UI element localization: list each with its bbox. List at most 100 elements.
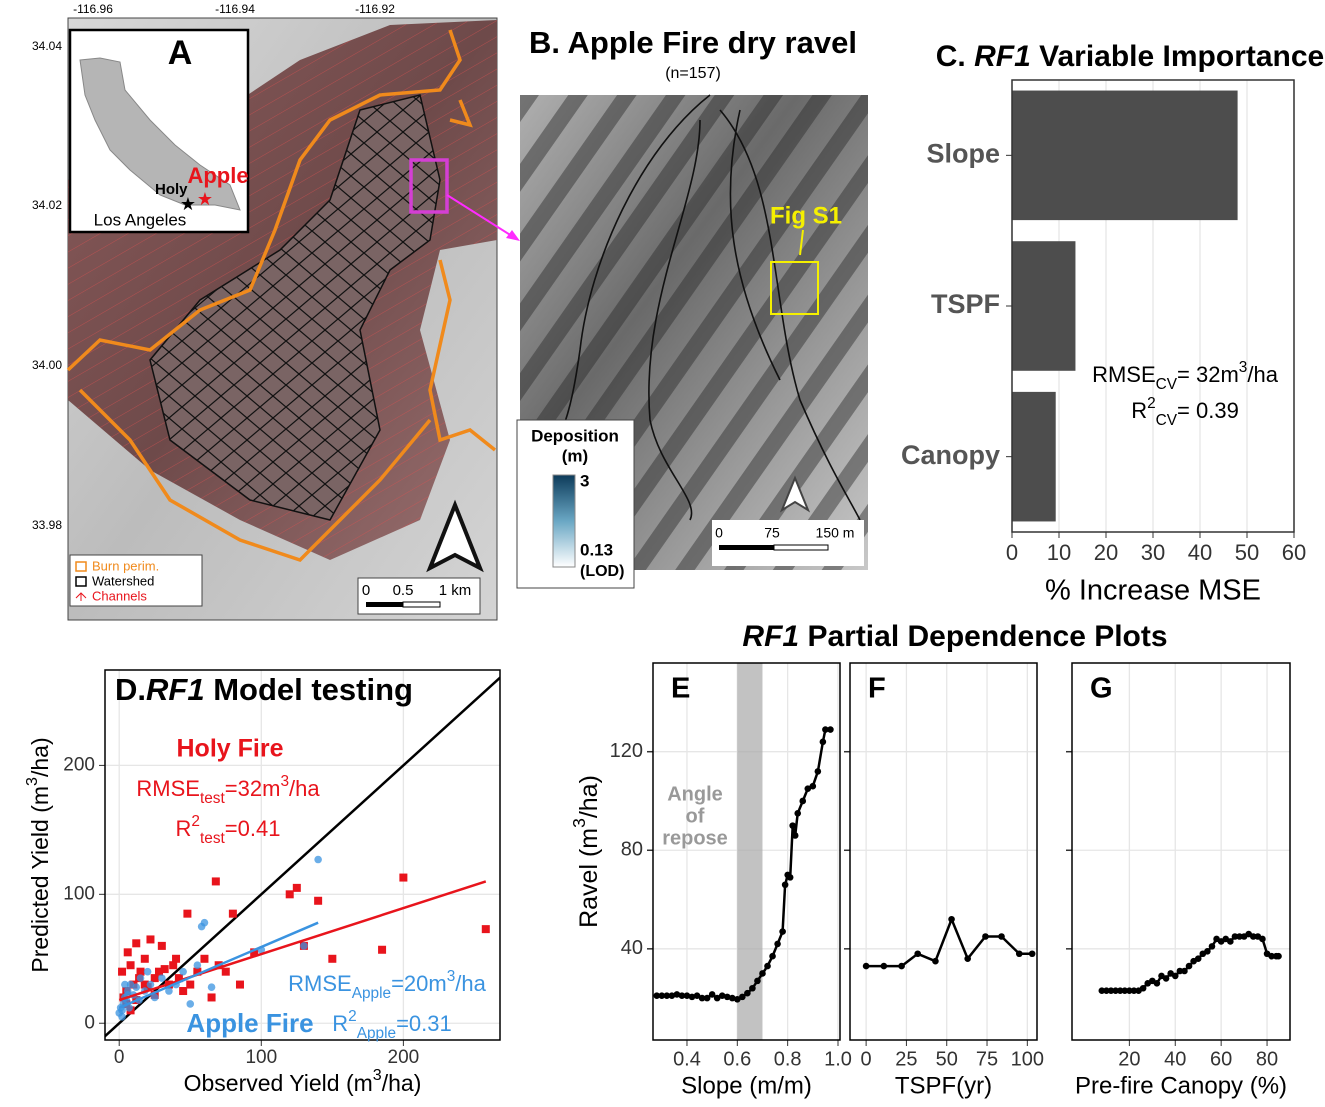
- point: [1016, 950, 1023, 957]
- point: [328, 955, 336, 963]
- x-tick-label: 30: [1141, 540, 1165, 565]
- point: [1029, 950, 1036, 957]
- plot-border: [850, 663, 1037, 1040]
- x-tick-label: 20: [1118, 1048, 1140, 1070]
- x-tick-label: 50: [936, 1048, 958, 1070]
- point: [378, 946, 386, 954]
- point: [744, 990, 751, 997]
- point: [1227, 938, 1234, 945]
- x-tick-label: 60: [1210, 1048, 1232, 1070]
- point: [158, 974, 166, 982]
- band-label: repose: [662, 827, 728, 849]
- text-part: R: [1131, 398, 1147, 423]
- text-part: CV: [1156, 412, 1178, 429]
- point: [124, 948, 132, 956]
- x-axis-title: Slope (m/m): [681, 1072, 812, 1099]
- color-ramp: [553, 475, 575, 567]
- line: [1102, 934, 1279, 991]
- text-part: Variable Importance: [1031, 40, 1324, 73]
- lon-tick: -116.92: [355, 2, 395, 16]
- map-title: B. Apple Fire dry ravel: [529, 25, 857, 60]
- point: [137, 974, 145, 982]
- point: [121, 981, 129, 989]
- x-tick-label: 40: [1164, 1048, 1186, 1070]
- text-part: 2: [348, 1008, 357, 1025]
- y-tick-label: 200: [63, 754, 95, 775]
- point: [222, 968, 230, 976]
- chart-title: C. RF1 Variable Importance: [936, 40, 1324, 73]
- scale-label: 0.5: [393, 582, 414, 599]
- point: [314, 897, 322, 905]
- plot-border: [1072, 663, 1290, 1040]
- scale-label: 75: [764, 525, 780, 541]
- x-tick-label: 1.0: [824, 1048, 852, 1070]
- panel-label: A: [168, 34, 193, 72]
- text-part: =0.31: [396, 1011, 452, 1036]
- inset-label: Los Angeles: [94, 210, 187, 229]
- map-a: -116.96 -116.94 -116.92 34.04 34.02 34.0…: [32, 2, 520, 620]
- point: [932, 958, 939, 965]
- category-label: Canopy: [901, 440, 1000, 470]
- x-tick-label: 0.6: [723, 1048, 751, 1070]
- text-part: Observed Yield (m: [184, 1070, 373, 1096]
- text-part: RMSE: [1092, 362, 1156, 387]
- scale-bar: [774, 545, 828, 550]
- x-tick-label: 10: [1047, 540, 1071, 565]
- x-tick-label: 100: [1011, 1048, 1044, 1070]
- x-tick-label: 0.8: [774, 1048, 802, 1070]
- map-b: B. Apple Fire dry ravel (n=157) Fig S1 0…: [517, 25, 868, 588]
- callout: Fig S1: [770, 202, 842, 229]
- point: [147, 981, 155, 989]
- text-part: Apple: [352, 985, 391, 1002]
- point: [293, 884, 301, 892]
- legend-title: (m): [562, 446, 588, 465]
- page: {"map_a":{"label":"A","lon_ticks":["-116…: [0, 0, 1325, 1107]
- panel-label: G: [1090, 673, 1113, 705]
- x-tick-label: 0: [1006, 540, 1018, 565]
- point: [799, 798, 806, 805]
- point: [774, 941, 781, 948]
- point: [749, 985, 756, 992]
- lat-tick: 34.00: [32, 358, 62, 372]
- point: [179, 987, 187, 995]
- text-part: /ha: [289, 776, 320, 801]
- y-axis-title: Predicted Yield (m3/ha): [23, 737, 53, 972]
- y-tick-label: 40: [621, 937, 643, 959]
- point: [186, 981, 194, 989]
- point: [827, 726, 834, 733]
- x-tick-label: 0.4: [673, 1048, 701, 1070]
- y-tick-label: 80: [621, 839, 643, 861]
- text-part: RF1: [974, 40, 1031, 73]
- scale-bar: [403, 602, 440, 607]
- text-part: CV: [1156, 376, 1178, 393]
- point: [810, 783, 817, 790]
- arrow-head: [506, 230, 520, 241]
- scale-label: 1 km: [439, 582, 472, 599]
- point: [1275, 953, 1282, 960]
- point: [200, 955, 208, 963]
- point: [158, 942, 166, 950]
- point: [779, 928, 786, 935]
- legend-min: 0.13: [580, 540, 613, 559]
- point: [815, 768, 822, 775]
- point: [789, 822, 796, 829]
- point: [229, 910, 237, 918]
- text-part: Ravel (m: [575, 828, 603, 928]
- point: [1140, 985, 1147, 992]
- text-part: =0.41: [225, 816, 281, 841]
- point: [399, 874, 407, 882]
- text-part: test: [200, 790, 226, 807]
- text-part: 3: [447, 968, 456, 985]
- text-part: /ha: [1247, 362, 1278, 387]
- point: [863, 963, 870, 970]
- text-part: 3: [23, 777, 41, 786]
- band-label: Angle: [667, 783, 723, 805]
- legend-label: Watershed: [92, 573, 154, 588]
- text-part: Predicted Yield (m: [27, 786, 53, 973]
- x-tick-label: 200: [388, 1047, 420, 1068]
- y-axis-title: Ravel (m3/ha): [569, 775, 603, 928]
- figure: -116.96 -116.94 -116.92 34.04 34.02 34.0…: [0, 0, 1325, 1107]
- text-part: Model testing: [205, 672, 413, 707]
- map-subtitle: (n=157): [665, 65, 721, 82]
- text-part: /ha: [455, 971, 486, 996]
